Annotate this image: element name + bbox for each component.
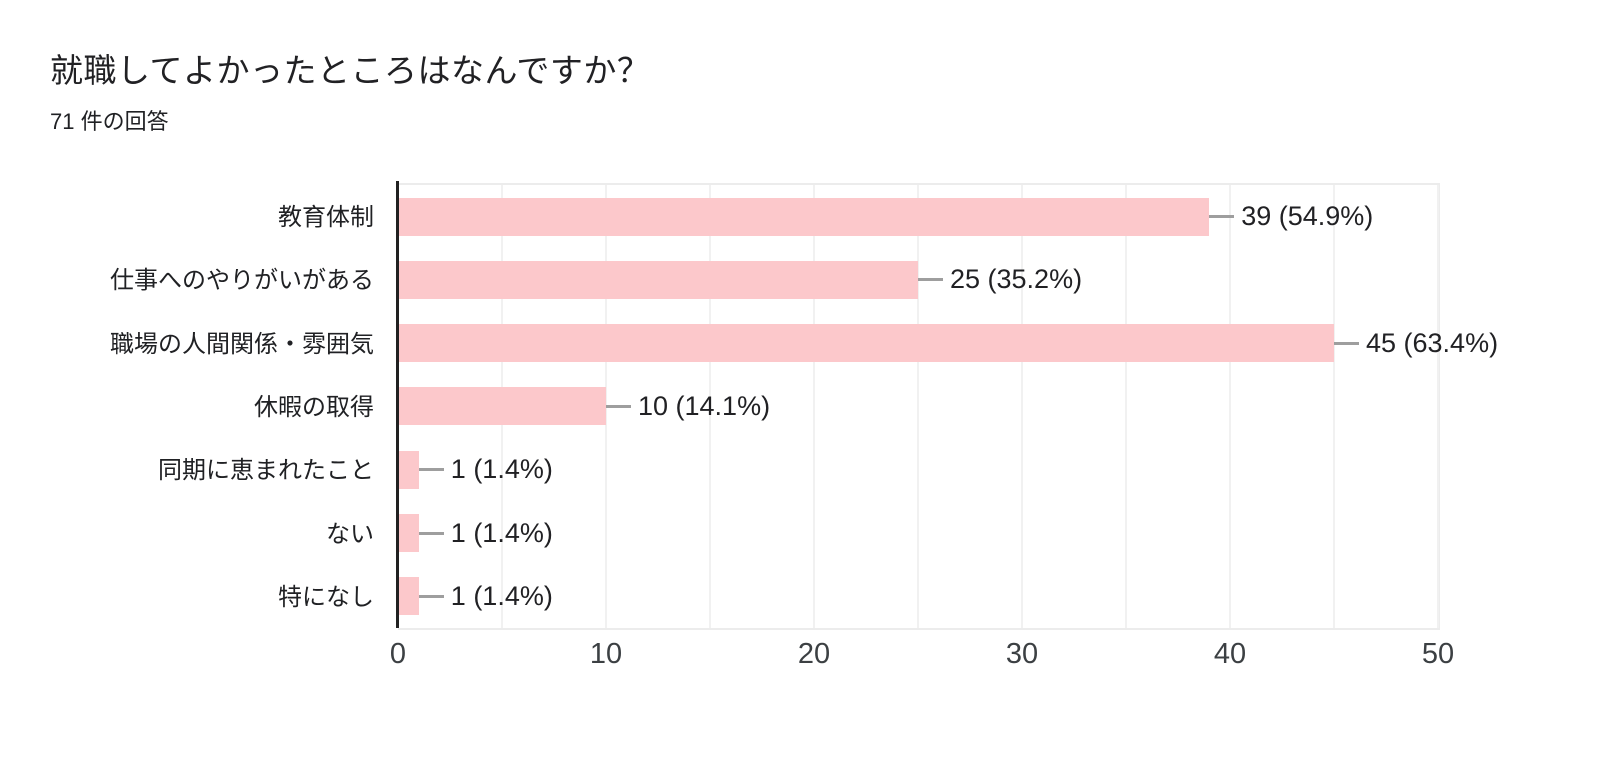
gridline <box>1333 185 1335 628</box>
value-label: 1 (1.4%) <box>450 580 553 611</box>
bar-row: 39 (54.9%) <box>398 185 1438 248</box>
value-callout-line <box>1334 341 1359 345</box>
value-label: 45 (63.4%) <box>1366 327 1499 358</box>
gridline <box>1437 185 1439 628</box>
gridline <box>1021 185 1023 628</box>
value-callout-line <box>418 531 444 535</box>
value-callout-line <box>1209 215 1235 219</box>
value-callout-line <box>418 594 444 598</box>
value-label: 10 (14.1%) <box>638 390 771 421</box>
bar <box>398 577 419 616</box>
question-title: 就職してよかったところはなんですか？ <box>50 52 651 89</box>
gridline <box>1125 185 1127 628</box>
bar-row: 1 (1.4%) <box>398 565 1438 628</box>
x-axis-tick-labels: 0 10 20 30 40 50 <box>390 638 1454 674</box>
x-tick-label: 30 <box>1005 638 1039 670</box>
bar-row: 1 (1.4%) <box>398 501 1438 564</box>
plot-area: 39 (54.9%) 25 (35.2%) 45 (63.4%) 10 (14.1%)… <box>398 183 1498 630</box>
x-tick-label: 10 <box>589 638 623 670</box>
x-tick-label: 50 <box>1421 638 1455 670</box>
value-label: 39 (54.9%) <box>1241 201 1374 232</box>
value-label: 1 (1.4%) <box>450 454 553 485</box>
category-label: 休暇の取得 <box>254 393 374 421</box>
bar <box>398 387 606 426</box>
y-axis-labels: 教育体制仕事へのやりがいがある 職場の人間関係・雰囲気休暇の取得同期に恵まれたこと… <box>0 183 374 626</box>
category-label: ない <box>326 520 374 548</box>
bar-row: 1 (1.4%) <box>398 438 1438 501</box>
bar <box>398 514 419 553</box>
response-count: 71 件の回答 <box>50 109 169 134</box>
bar <box>398 450 419 489</box>
category-label: 教育体制 <box>278 204 374 232</box>
bar <box>398 324 1334 363</box>
category-label: 同期に恵まれたこと <box>158 457 374 485</box>
category-label: 職場の人間関係・雰囲気 <box>110 330 374 358</box>
value-callout-line <box>418 468 444 472</box>
bar-row: 10 (14.1%) <box>398 375 1438 438</box>
value-callout-line <box>606 404 631 408</box>
value-callout-line <box>918 278 943 282</box>
bar-row: 25 (35.2%) <box>398 248 1438 311</box>
x-tick-label: 40 <box>1213 638 1247 670</box>
bar <box>398 197 1210 236</box>
category-label: 特になし <box>278 583 374 611</box>
gridline <box>917 185 919 628</box>
category-label: 仕事へのやりがいがある <box>110 267 374 295</box>
x-tick-label: 20 <box>797 638 831 670</box>
bar-row: 45 (63.4%) <box>398 312 1498 375</box>
value-label: 1 (1.4%) <box>450 517 553 548</box>
y-axis-line <box>396 181 399 628</box>
gridline <box>709 185 711 628</box>
gridline <box>1229 185 1231 628</box>
value-label: 25 (35.2%) <box>950 264 1083 295</box>
gridline <box>813 185 815 628</box>
x-tick-label: 0 <box>389 638 407 670</box>
bar <box>398 260 918 299</box>
